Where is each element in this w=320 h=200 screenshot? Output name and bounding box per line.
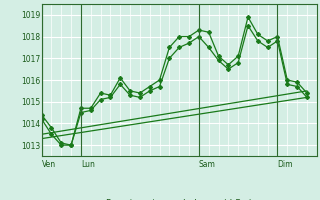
Text: Pression niveau de la mer( hPa ): Pression niveau de la mer( hPa ) (106, 199, 252, 200)
Text: Dim: Dim (277, 160, 293, 169)
Text: Ven: Ven (42, 160, 56, 169)
Text: Lun: Lun (81, 160, 95, 169)
Text: Sam: Sam (199, 160, 216, 169)
